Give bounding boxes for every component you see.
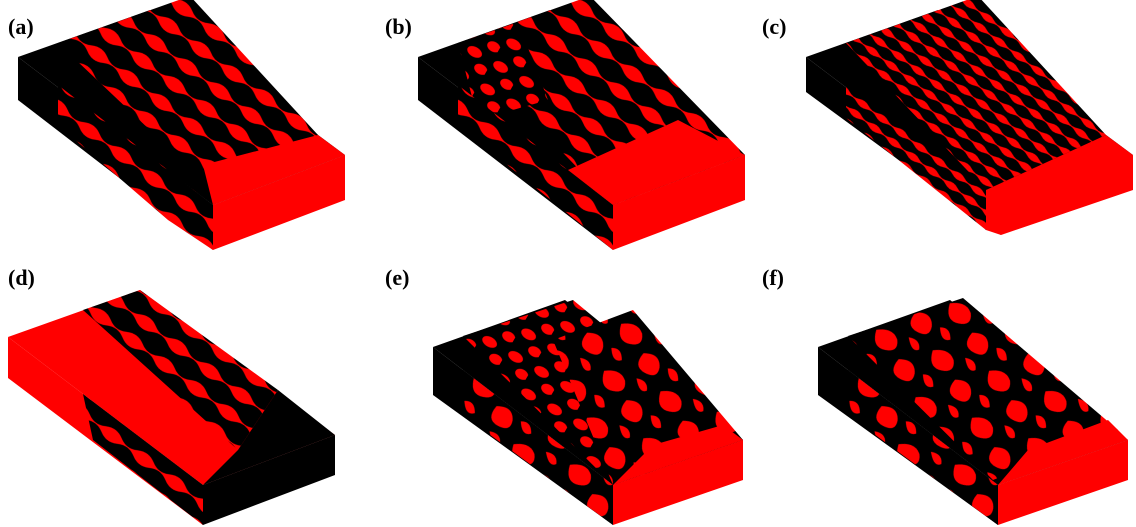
- figure: (a) (b) (c) (d) (e) (f): [0, 0, 1136, 527]
- box: [433, 300, 743, 525]
- box: [18, 0, 345, 250]
- panel-label: (e): [385, 265, 409, 290]
- panel-label: (f): [762, 265, 784, 290]
- box: [806, 0, 1133, 235]
- panel-label: (a): [8, 14, 34, 39]
- panel-label: (c): [762, 14, 786, 39]
- page: (a) (b) (c) (d) (e) (f) (() => { const d…: [0, 0, 1136, 527]
- box: [8, 290, 335, 525]
- box: [418, 0, 745, 250]
- panel-label: (d): [8, 265, 35, 290]
- box: [818, 298, 1128, 525]
- panel-label: (b): [385, 14, 412, 39]
